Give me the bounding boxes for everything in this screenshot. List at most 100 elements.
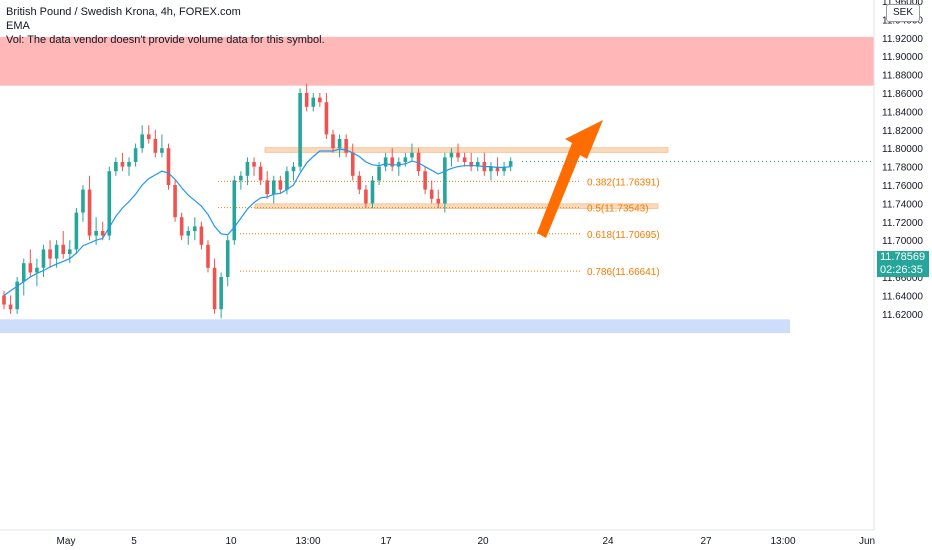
candle-body	[81, 189, 85, 213]
candle-body	[127, 162, 131, 167]
price-tick-label: 11.80000	[882, 144, 923, 155]
candle-body	[206, 244, 210, 268]
candle-body	[403, 157, 408, 162]
candle-body	[265, 180, 269, 195]
candle-body	[15, 281, 19, 310]
time-tick-label: 27	[700, 536, 712, 547]
candle-body	[462, 157, 467, 162]
candle-body	[377, 166, 381, 181]
time-tick-label: 17	[380, 536, 392, 547]
candle-body	[232, 180, 237, 241]
fib-label-0.618: 0.618(11.70695)	[587, 230, 660, 241]
zone-bottom-support	[0, 319, 790, 334]
price-tick-label: 11.74000	[882, 199, 923, 210]
candle-body	[146, 134, 151, 139]
zone-resistance-line-box	[264, 147, 669, 153]
price-tick-label: 11.62000	[882, 310, 923, 321]
candle-body	[324, 102, 329, 135]
candle-body	[166, 148, 171, 185]
price-tick-label: 11.64000	[882, 291, 923, 302]
time-tick-label: 10	[225, 536, 237, 547]
candle-body	[186, 231, 191, 236]
candle-body	[35, 267, 39, 273]
price-tick-label: 11.82000	[882, 126, 923, 137]
candle-body	[475, 162, 480, 167]
candle-body	[337, 139, 342, 149]
candle-body	[416, 152, 421, 172]
price-tick-label: 11.70000	[882, 236, 923, 247]
candle-body	[245, 162, 250, 176]
candle-body	[2, 295, 6, 305]
symbol-title[interactable]: British Pound / Swedish Krona, 4h, FOREX…	[6, 6, 241, 18]
candle-body	[48, 249, 52, 259]
fib-label-0.382: 0.382(11.76391)	[587, 177, 660, 188]
candle-body	[107, 171, 112, 236]
zone-resistance	[0, 36, 874, 86]
price-tick-label: 11.90000	[882, 52, 923, 63]
time-tick-label: 13:00	[295, 536, 320, 547]
forecast-arrow	[537, 120, 603, 238]
candle-body	[153, 139, 158, 153]
candle-body	[193, 226, 197, 231]
chart-legend: British Pound / Swedish Krona, 4h, FOREX…	[6, 5, 325, 47]
candle-body	[94, 231, 98, 236]
candle-body	[456, 152, 460, 158]
candle-body	[179, 217, 184, 236]
candle-body	[28, 263, 33, 273]
candle-body	[449, 152, 454, 158]
candle-body	[350, 152, 355, 176]
candle-body	[74, 212, 79, 250]
candle-body	[120, 162, 125, 167]
candle-body	[278, 180, 283, 190]
candle-body	[41, 249, 46, 268]
candle-body	[423, 171, 427, 190]
candle-body	[318, 97, 322, 103]
candle-body	[357, 175, 362, 190]
candle-body	[429, 189, 434, 199]
time-tick-label: 13:00	[770, 536, 795, 547]
candle-body	[21, 263, 26, 282]
candle-body	[344, 139, 348, 153]
candle-body	[508, 161, 513, 167]
currency-badge[interactable]: SEK	[886, 4, 920, 22]
candle-body	[271, 180, 276, 195]
candle-body	[212, 267, 217, 310]
price-tick-label: 11.66000	[882, 273, 923, 284]
candle-body	[199, 226, 204, 245]
candle-body	[304, 93, 309, 107]
candle-body	[54, 244, 59, 259]
ema-indicator-label[interactable]: EMA	[6, 20, 30, 32]
candle-body	[68, 249, 72, 254]
candle-body	[8, 304, 13, 310]
candle-body	[436, 198, 441, 204]
time-tick-label: 5	[131, 536, 137, 547]
time-tick-label: May	[57, 536, 76, 547]
price-tick-label: 11.76000	[882, 181, 923, 192]
candle-body	[133, 148, 138, 162]
candle-body	[61, 244, 66, 254]
price-tick-label: 11.78000	[882, 163, 923, 174]
last-price-value: 11.78569	[880, 251, 926, 263]
time-tick-label: 20	[477, 536, 489, 547]
candle-body	[364, 189, 368, 204]
price-tick-label: 11.88000	[882, 71, 923, 82]
candle-body	[298, 93, 302, 167]
volume-note: Vol: The data vendor doesn't provide vol…	[6, 34, 325, 46]
candle-body	[258, 166, 263, 181]
candle-body	[443, 157, 447, 204]
candle-body	[469, 162, 473, 167]
candle-body	[495, 166, 500, 172]
candle-body	[239, 175, 243, 181]
ema-line	[3, 148, 511, 296]
time-tick-label: Jun	[859, 536, 875, 547]
fib-label-0.5: 0.5(11.73543)	[587, 204, 649, 215]
fib-label-0.786: 0.786(11.66641)	[587, 267, 660, 278]
candle-body	[285, 171, 289, 190]
candle-body	[291, 166, 296, 172]
last-price-tag: 11.78569 02:26:35	[877, 251, 929, 277]
zone-mid-support-box	[254, 203, 659, 209]
candle-body	[173, 185, 177, 218]
candle-body	[331, 134, 335, 149]
countdown-timer: 02:26:35	[880, 264, 923, 276]
